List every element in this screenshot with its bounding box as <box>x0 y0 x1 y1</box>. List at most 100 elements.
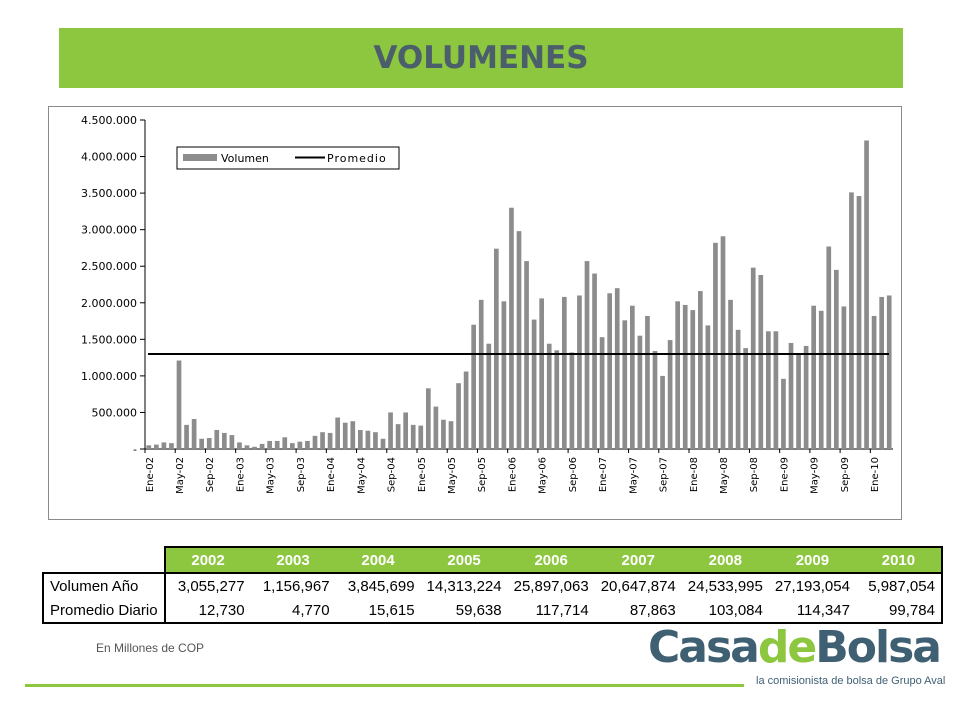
volume-bar <box>803 345 809 449</box>
volume-bar <box>531 319 537 449</box>
volume-bar <box>433 406 439 449</box>
volume-bar <box>493 248 499 449</box>
volume-bar <box>569 352 575 449</box>
table-cell: 12,730 <box>164 598 251 624</box>
x-tick-label: Ene-05 <box>417 457 428 492</box>
x-tick-label: May-07 <box>628 457 639 494</box>
y-tick-label: 2.500.000 <box>81 260 137 273</box>
volume-chart: 4.500.000 4.000.000 3.500.000 3.000.000 2.50… <box>81 114 893 494</box>
table-cell: 3,055,277 <box>164 572 251 598</box>
y-tick-label: - <box>133 443 137 456</box>
volume-bar <box>214 429 220 449</box>
footnote: En Millones de COP <box>96 641 205 655</box>
table-cell: 4,770 <box>250 598 336 624</box>
y-tick-label: 4.500.000 <box>81 114 137 127</box>
summary-table: 2002 2003 2004 2005 2006 2007 2008 2009 … <box>42 546 943 624</box>
x-tick-label: May-09 <box>810 457 821 494</box>
volume-bar <box>365 430 371 449</box>
volume-bar <box>373 432 378 449</box>
volume-bar <box>871 315 877 449</box>
table-cell: 25,897,063 <box>507 572 595 598</box>
x-tick-label: Ene-06 <box>507 457 518 492</box>
x-tick-label: Ene-09 <box>779 457 790 492</box>
table-cell: 59,638 <box>420 598 508 624</box>
volume-bar <box>289 443 295 449</box>
table-cell: 15,615 <box>335 598 421 624</box>
x-tick-label: Sep-09 <box>840 457 851 492</box>
y-tick-label: 4.000.000 <box>81 151 137 164</box>
volume-bar <box>849 192 854 449</box>
table-cell: 117,714 <box>507 598 595 624</box>
volume-bar <box>773 331 779 449</box>
volume-bar <box>237 442 242 449</box>
volume-bar <box>660 375 665 449</box>
volume-bar <box>380 438 386 449</box>
volume-bar <box>221 432 227 449</box>
volume-bar <box>191 419 197 449</box>
volume-bar <box>629 305 635 449</box>
volume-bar <box>335 417 341 449</box>
year-header: 2007 <box>594 546 682 574</box>
volume-bar <box>478 299 484 449</box>
volume-bar <box>199 438 205 449</box>
page-title: VOLUMENES <box>373 40 589 76</box>
volume-bar <box>856 196 862 449</box>
volume-bar <box>418 425 424 449</box>
volume-bar <box>599 337 605 449</box>
volume-bar <box>463 371 469 449</box>
volume-bar <box>728 299 733 449</box>
volume-bar <box>622 320 628 449</box>
title-banner: VOLUMENES <box>59 28 903 88</box>
volume-bar <box>486 343 492 449</box>
volume-bar <box>524 261 529 449</box>
x-tick-label: May-06 <box>538 457 549 494</box>
volume-bar <box>675 301 681 449</box>
y-tick-label: 1.500.000 <box>81 333 137 346</box>
x-tick-label: Sep-06 <box>568 457 579 492</box>
legend-promedio-label: Promedio <box>327 152 387 165</box>
volume-bar <box>607 293 613 449</box>
volume-bar <box>509 207 514 449</box>
volume-bar <box>720 236 726 449</box>
volume-bar <box>811 305 817 449</box>
x-tick-label: May-02 <box>175 457 186 494</box>
x-tick-label: Sep-08 <box>749 457 760 492</box>
table-cell: 87,863 <box>594 598 682 624</box>
year-header: 2003 <box>250 546 336 574</box>
logo-part-casa: Casa <box>648 622 760 673</box>
volume-bar <box>796 353 801 449</box>
volume-bar <box>153 444 159 449</box>
x-tick-label: Ene-08 <box>689 457 700 492</box>
logo-part-bolsa: Bolsa <box>815 622 942 673</box>
volume-bar <box>743 348 749 449</box>
x-tick-label: Ene-03 <box>235 457 246 492</box>
x-tick-label: Sep-04 <box>387 457 398 492</box>
volume-bar <box>561 296 567 449</box>
volume-bar <box>833 269 839 449</box>
volume-bar <box>206 438 212 449</box>
chart-container: 4.500.000 4.000.000 3.500.000 3.000.000 2.50… <box>48 106 902 520</box>
volume-bar <box>456 383 461 449</box>
volume-bar <box>350 421 356 449</box>
y-tick-label: 1.000.000 <box>81 370 137 383</box>
volume-bar <box>554 350 560 449</box>
volume-bar <box>146 445 152 449</box>
volume-bar <box>312 435 318 449</box>
volume-bar <box>388 412 393 449</box>
volume-bar <box>614 288 620 449</box>
volume-bar <box>425 388 431 449</box>
x-tick-label: May-04 <box>356 457 367 494</box>
volume-bar <box>577 295 582 449</box>
table-cell: 27,193,054 <box>768 572 856 598</box>
row-label: Promedio Diario <box>42 598 166 624</box>
volume-bar <box>592 273 597 449</box>
x-tick-label: Ene-02 <box>145 457 156 492</box>
legend-volumen-label: Volumen <box>221 152 269 165</box>
volume-bar <box>826 246 832 449</box>
year-header: 2008 <box>681 546 769 574</box>
volume-bar <box>395 424 401 449</box>
volume-bar <box>320 432 325 449</box>
casadebolsa-logo: CasadeBolsa la comisionista de bolsa de … <box>648 622 945 690</box>
volume-bar <box>864 140 869 449</box>
year-header: 2002 <box>163 546 251 574</box>
